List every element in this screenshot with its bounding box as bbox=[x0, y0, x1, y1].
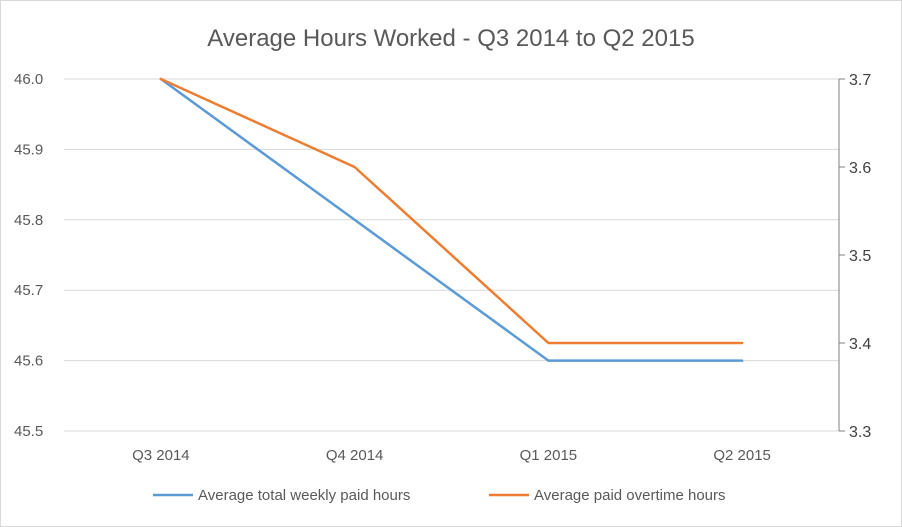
left-tick-label: 46.0 bbox=[14, 71, 43, 88]
right-tick-label: 3.6 bbox=[849, 160, 871, 177]
left-tick-label: 45.8 bbox=[14, 212, 43, 229]
left-axis-ticks: 46.0 45.9 45.8 45.7 45.6 45.5 bbox=[14, 71, 43, 440]
x-tick-label: Q3 2014 bbox=[132, 447, 190, 464]
left-tick-label: 45.9 bbox=[14, 141, 43, 158]
right-tick-label: 3.5 bbox=[849, 248, 871, 265]
x-axis-ticks: Q3 2014 Q4 2014 Q1 2015 Q2 2015 bbox=[132, 447, 771, 464]
x-tick-label: Q1 2015 bbox=[520, 447, 578, 464]
series-line bbox=[159, 77, 744, 362]
series-lines bbox=[159, 77, 744, 362]
chart-title: Average Hours Worked - Q3 2014 to Q2 201… bbox=[207, 25, 694, 52]
right-tick-label: 3.3 bbox=[849, 424, 871, 441]
right-axis-ticks: 3.7 3.6 3.5 3.4 3.3 bbox=[849, 72, 871, 441]
left-tick-label: 45.6 bbox=[14, 353, 43, 370]
legend: Average total weekly paid hours Average p… bbox=[153, 487, 726, 504]
gridlines bbox=[64, 78, 839, 432]
left-tick-label: 45.5 bbox=[14, 423, 43, 440]
x-tick-label: Q2 2015 bbox=[713, 447, 771, 464]
series-line bbox=[159, 77, 744, 345]
legend-label: Average total weekly paid hours bbox=[198, 487, 410, 504]
legend-label: Average paid overtime hours bbox=[534, 487, 726, 504]
left-tick-label: 45.7 bbox=[14, 282, 43, 299]
x-tick-label: Q4 2014 bbox=[326, 447, 384, 464]
axes bbox=[838, 78, 845, 432]
right-tick-label: 3.7 bbox=[849, 72, 871, 89]
right-tick-label: 3.4 bbox=[849, 336, 871, 353]
